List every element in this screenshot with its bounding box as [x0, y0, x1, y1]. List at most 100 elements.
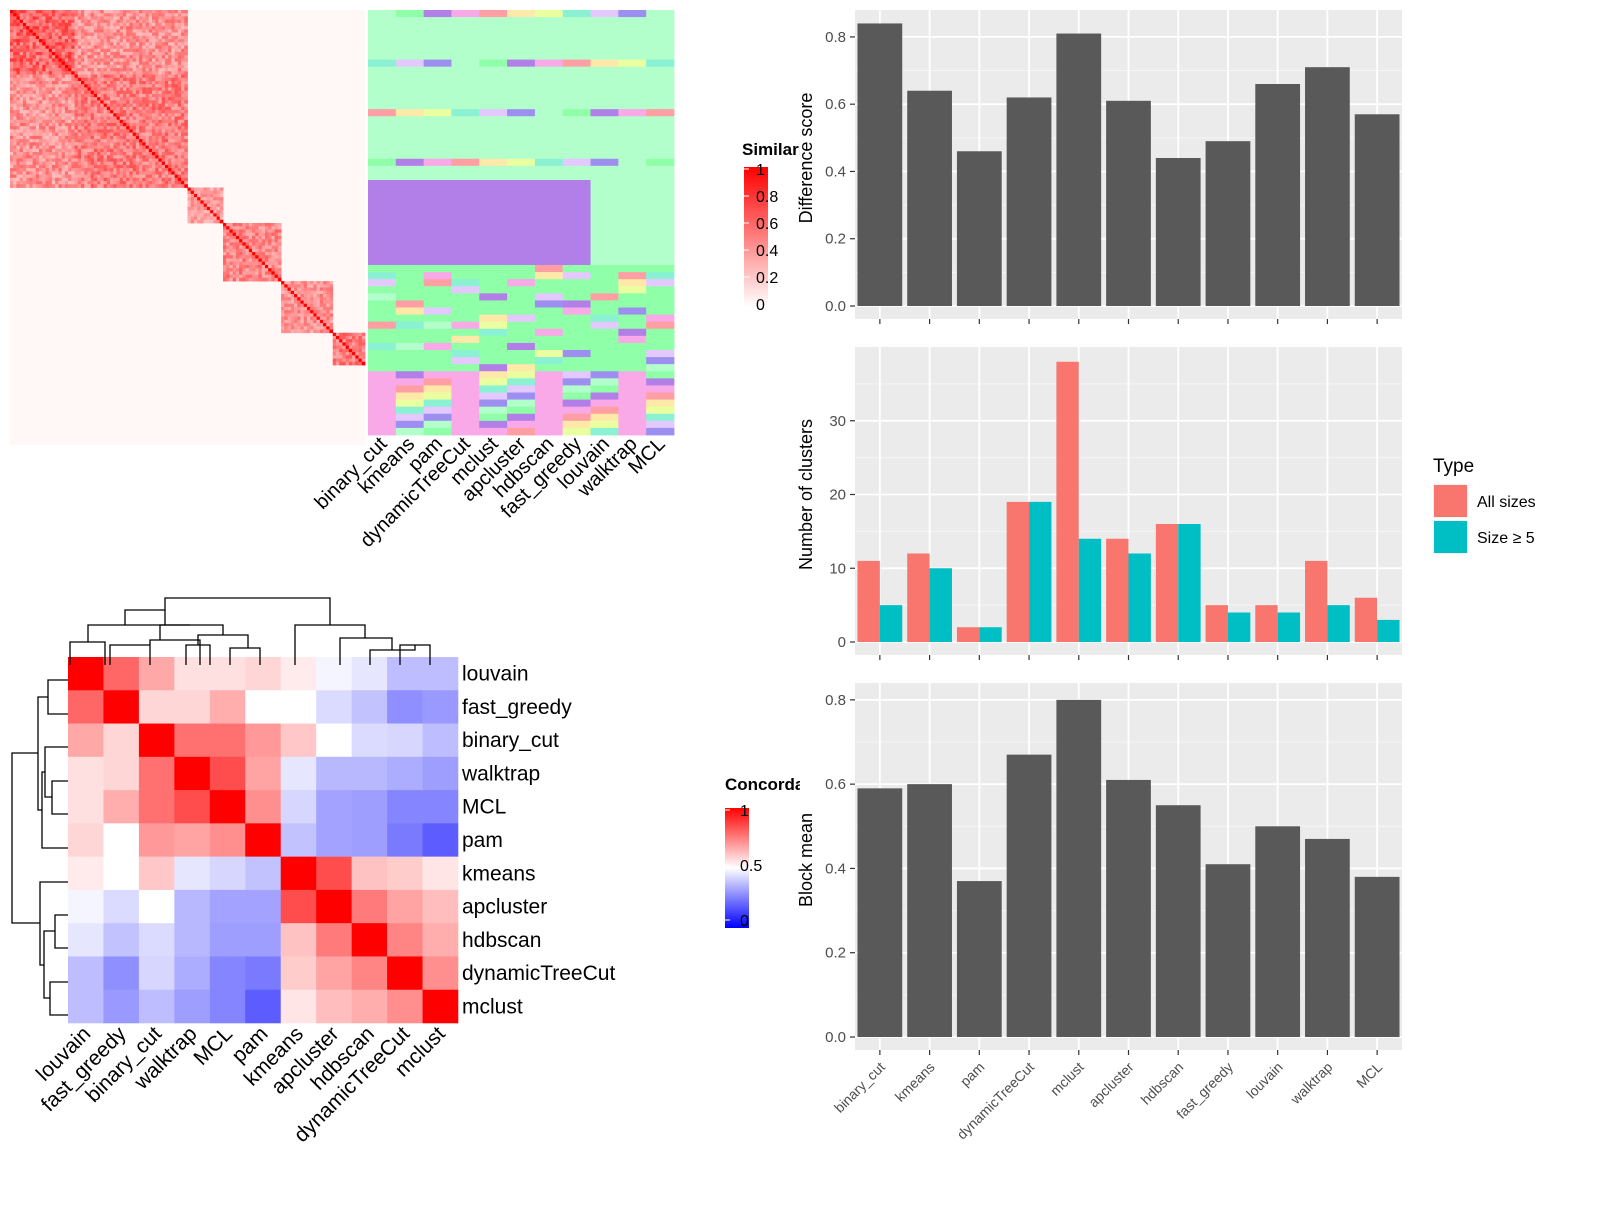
similarity-cell — [81, 174, 85, 179]
similarity-cell — [261, 232, 266, 237]
similarity-cell — [255, 229, 259, 234]
similarity-cell — [45, 81, 50, 85]
similarity-cell — [113, 171, 117, 175]
similarity-cell — [177, 90, 182, 95]
similarity-cell — [171, 122, 175, 127]
similarity-cell — [22, 22, 27, 27]
similarity-cell — [74, 32, 79, 37]
similarity-cell — [64, 119, 69, 124]
similarity-cell — [26, 174, 30, 179]
similarity-cell — [110, 81, 114, 85]
annotation-cell — [451, 24, 480, 32]
similarity-cell — [161, 97, 166, 101]
similarity-cell — [235, 268, 240, 272]
similarity-cell — [145, 26, 150, 30]
annotation-cell — [590, 208, 619, 216]
similarity-cell — [158, 32, 163, 37]
similarity-cell — [177, 155, 182, 159]
similarity-cell — [152, 100, 156, 104]
similarity-cell — [158, 45, 163, 50]
similarity-cell — [116, 45, 121, 50]
annotation-cell — [368, 116, 397, 124]
similarity-cell — [61, 58, 66, 63]
bar — [1205, 864, 1251, 1037]
similarity-cell — [255, 242, 259, 246]
similarity-cell — [13, 122, 17, 127]
similarity-cell — [181, 71, 185, 75]
similarity-cell — [242, 255, 246, 259]
similarity-cell — [148, 39, 153, 43]
annotation-cell — [507, 420, 536, 429]
similarity-cell — [64, 13, 69, 17]
similarity-cell — [242, 258, 246, 263]
annotation-cell — [423, 272, 452, 280]
similarity-cell — [61, 35, 66, 40]
annotation-cell — [534, 87, 564, 96]
similarity-cell — [35, 135, 40, 140]
similarity-cell — [152, 155, 156, 159]
similarity-cell — [106, 10, 111, 14]
similarity-cell — [87, 77, 92, 82]
similarity-cell — [51, 84, 56, 88]
similarity-cell — [255, 274, 259, 279]
annotation-cell — [562, 109, 591, 117]
similarity-cell — [39, 93, 43, 98]
similarity-cell — [164, 155, 169, 159]
annotation-cell — [590, 215, 619, 223]
similarity-cell — [313, 306, 317, 311]
similarity-cell — [174, 10, 179, 14]
similarity-cell — [35, 74, 40, 79]
similarity-cell — [174, 32, 179, 37]
similarity-cell — [155, 10, 159, 14]
similarity-cell — [51, 100, 56, 104]
similarity-cell — [161, 177, 166, 182]
similarity-cell — [158, 58, 163, 63]
similarity-cell — [171, 174, 175, 179]
similarity-cell — [268, 223, 272, 227]
similarity-cell — [303, 281, 308, 285]
similarity-cell — [103, 74, 108, 79]
bar — [1327, 605, 1350, 643]
similarity-cell — [81, 177, 85, 182]
similarity-cell — [345, 352, 350, 356]
similarity-cell — [87, 16, 92, 21]
similarity-cell — [113, 87, 117, 92]
similarity-cell — [155, 106, 159, 111]
concordance-cell — [387, 723, 423, 758]
concordance-cell — [174, 923, 211, 957]
similarity-cell — [248, 248, 253, 253]
similarity-cell — [42, 142, 46, 146]
similarity-cell — [119, 55, 124, 59]
similarity-cell — [145, 90, 150, 95]
annotation-cell — [451, 342, 480, 351]
similarity-cell — [116, 106, 121, 111]
similarity-cell — [100, 97, 104, 101]
similarity-cell — [100, 132, 104, 137]
similarity-cell — [29, 116, 33, 121]
similarity-cell — [339, 352, 343, 356]
concordance-cell — [387, 756, 423, 791]
similarity-cell — [139, 119, 143, 124]
similarity-cell — [110, 48, 114, 53]
annotation-cell — [562, 321, 591, 330]
similarity-cell — [145, 164, 150, 169]
annotation-cell — [590, 357, 619, 365]
similarity-cell — [135, 135, 140, 140]
similarity-cell — [58, 142, 63, 146]
similarity-cell — [103, 93, 108, 98]
similarity-cell — [181, 10, 185, 14]
similarity-cell — [39, 135, 43, 140]
similarity-cell — [126, 26, 130, 30]
similarity-cell — [129, 10, 134, 14]
similarity-cell — [261, 277, 266, 282]
similarity-cell — [61, 81, 66, 85]
similarity-cell — [232, 248, 237, 253]
similarity-cell — [48, 103, 53, 108]
similarity-cell — [51, 168, 56, 172]
similarity-cell — [35, 119, 40, 124]
similarity-cell — [129, 129, 134, 134]
similarity-cell — [51, 116, 56, 121]
similarity-cell — [32, 97, 37, 101]
similarity-cell — [103, 61, 108, 66]
